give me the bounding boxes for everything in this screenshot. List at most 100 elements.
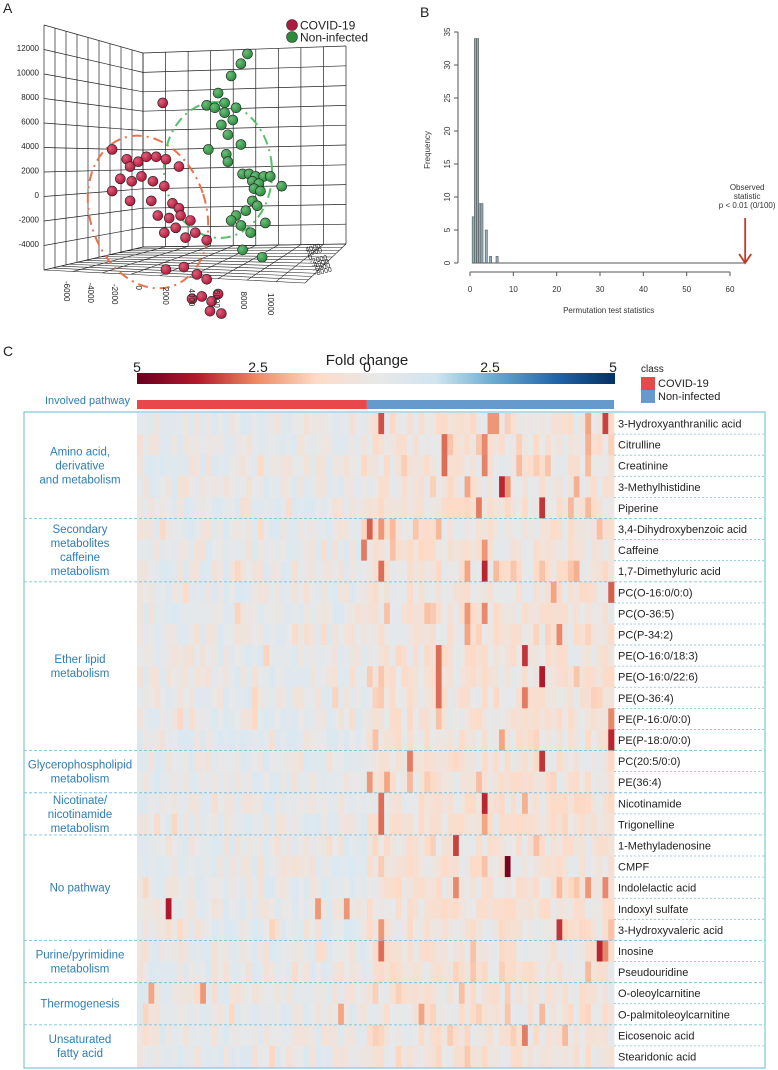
heatmap-cell	[286, 750, 293, 773]
pathway-label: caffeine	[60, 552, 100, 564]
heatmap-cell	[596, 687, 603, 709]
heatmap-cell	[596, 1045, 603, 1068]
heatmap-cell	[200, 581, 207, 604]
heatmap-cell	[430, 813, 437, 836]
heatmap-cell	[372, 497, 379, 519]
heatmap-cell	[418, 455, 425, 477]
heatmap-cell	[234, 771, 241, 794]
heatmap-cell	[338, 518, 345, 540]
heatmap-cell	[200, 497, 207, 519]
heatmap-cell	[550, 413, 557, 435]
heatmap-cell	[200, 729, 207, 751]
heatmap-cell	[263, 1003, 270, 1026]
heatmap-cell	[355, 581, 362, 604]
heatmap-cell	[223, 708, 230, 730]
heatmap-cell	[171, 961, 178, 984]
heatmap-cell	[309, 940, 316, 962]
heatmap-cell	[274, 560, 282, 583]
heatmap-cell	[608, 581, 615, 604]
covid-point	[173, 161, 185, 172]
heatmap-cell	[188, 455, 195, 477]
heatmap-cell	[361, 602, 368, 625]
heatmap-cell	[401, 434, 408, 456]
heatmap-cell	[602, 750, 609, 773]
heatmap-cell	[194, 602, 201, 625]
heatmap-cell	[441, 518, 448, 540]
heatmap-cell	[355, 434, 362, 456]
heatmap-cell	[177, 455, 184, 477]
heatmap-cell	[211, 645, 218, 667]
heatmap-cell	[608, 708, 615, 730]
heatmap-cell	[234, 750, 241, 773]
heatmap-cell	[556, 813, 563, 836]
heatmap-cell	[458, 1003, 465, 1026]
heatmap-cell	[608, 898, 615, 920]
heatmap-cell	[137, 708, 144, 730]
heatmap-cell	[343, 581, 351, 604]
heatmap-cell	[608, 518, 615, 540]
heatmap-cell	[539, 518, 546, 540]
heatmap-cell	[361, 856, 368, 878]
heatmap-cell	[194, 497, 201, 519]
heatmap-cell	[608, 455, 615, 477]
y-tick-label: 4000	[21, 142, 39, 151]
heatmap-cell	[527, 434, 534, 456]
heatmap-cell	[516, 771, 523, 794]
heatmap-cell	[389, 729, 397, 751]
heatmap-cell	[200, 898, 207, 920]
heatmap-cell	[326, 1024, 333, 1047]
heatmap-cell	[527, 834, 534, 857]
heatmap-cell	[332, 413, 339, 435]
heatmap-cell	[568, 455, 575, 477]
metabolite-label: PE(P-18:0/0:0)	[618, 735, 691, 747]
heatmap-cell	[602, 982, 609, 1005]
heatmap-cell	[458, 623, 465, 646]
heatmap-cell	[476, 750, 483, 773]
heatmap-cell	[556, 581, 563, 604]
heatmap-cell	[579, 581, 586, 604]
heatmap-cell	[240, 687, 247, 709]
heatmap-cell	[205, 856, 213, 878]
heatmap-cell	[263, 434, 270, 456]
heatmap-cell	[165, 813, 172, 836]
heatmap-cell	[395, 476, 402, 498]
heatmap-cell	[453, 834, 460, 857]
heatmap-cell	[424, 919, 431, 941]
heatmap-cell	[171, 476, 178, 498]
class-legend-label-noninfected: Non-infected	[658, 391, 720, 403]
heatmap-cell	[338, 645, 345, 667]
heatmap-cell	[602, 1003, 609, 1026]
heatmap-cell	[263, 919, 270, 941]
heatmap-cell	[499, 792, 506, 815]
heatmap-cell	[326, 539, 333, 562]
heatmap-cell	[568, 560, 575, 583]
heatmap-cell	[234, 666, 241, 688]
heatmap-cell	[441, 455, 448, 477]
heatmap-cell	[234, 813, 241, 836]
heatmap-cell	[366, 581, 374, 604]
heatmap-cell	[303, 560, 310, 583]
heatmap-cell	[585, 476, 592, 498]
heatmap-cell	[562, 961, 569, 984]
heatmap-cell	[435, 434, 442, 456]
heatmap-cell	[539, 729, 546, 751]
noninfected-point	[219, 107, 230, 118]
heatmap-cell	[585, 602, 592, 625]
heatmap-cell	[493, 518, 500, 540]
heatmap-cell	[315, 623, 322, 646]
heatmap-cell	[418, 645, 425, 667]
heatmap-cell	[223, 919, 230, 941]
heatmap-cell	[596, 898, 603, 920]
heatmap-cell	[286, 877, 293, 899]
heatmap-cell	[516, 940, 523, 962]
heatmap-cell	[159, 813, 167, 836]
heatmap-cell	[527, 518, 534, 540]
heatmap-cell	[372, 539, 379, 562]
heatmap-cell	[608, 476, 615, 498]
heatmap-cell	[527, 413, 534, 435]
heatmap-cell	[280, 687, 287, 709]
heatmap-cell	[142, 602, 149, 625]
heatmap-cell	[137, 1003, 144, 1026]
heatmap-cell	[292, 708, 299, 730]
heatmap-cell	[142, 982, 149, 1005]
